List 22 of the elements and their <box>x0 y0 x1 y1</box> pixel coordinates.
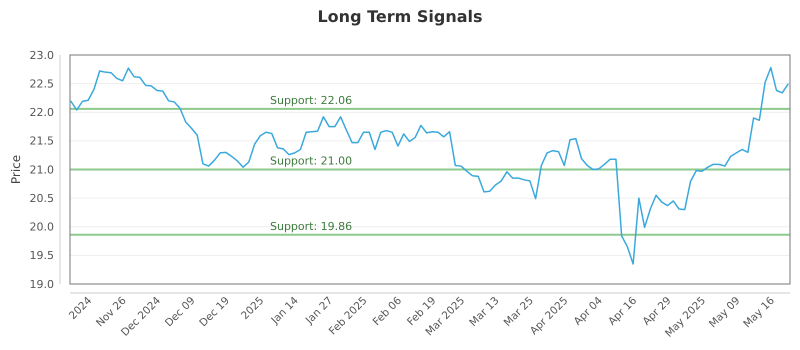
y-tick-label: 21.0 <box>30 163 54 176</box>
y-tick-label: 20.0 <box>30 220 54 234</box>
ref-line-label: Support: 21.00 <box>270 154 352 168</box>
x-tick-label: Dec 19 <box>197 294 232 330</box>
ref-line-label: Support: 19.86 <box>270 220 352 233</box>
y-tick-label: 20.5 <box>30 192 54 205</box>
chart-title: Long Term Signals <box>317 7 483 26</box>
ref-line-label: Support: 22.06 <box>270 94 352 107</box>
y-tick-label: 23.0 <box>30 48 54 62</box>
x-tick-label: Dec 09 <box>162 294 198 330</box>
y-axis-title: Price <box>9 154 23 184</box>
x-tick-label: Jan 14 <box>268 294 302 328</box>
line-series <box>70 66 789 265</box>
x-tick-label: Mar 13 <box>467 294 502 329</box>
y-tick-label: 21.5 <box>30 134 54 148</box>
y-tick-label: 22.0 <box>30 106 54 120</box>
y-tick-label: 19.5 <box>30 249 54 262</box>
x-tick-label: Feb 06 <box>370 294 404 328</box>
y-tick-label: 22.5 <box>30 77 54 90</box>
y-tick-label: 19.0 <box>30 278 54 291</box>
x-tick-label: Apr 04 <box>572 294 606 328</box>
x-tick-label: Apr 16 <box>606 294 640 328</box>
